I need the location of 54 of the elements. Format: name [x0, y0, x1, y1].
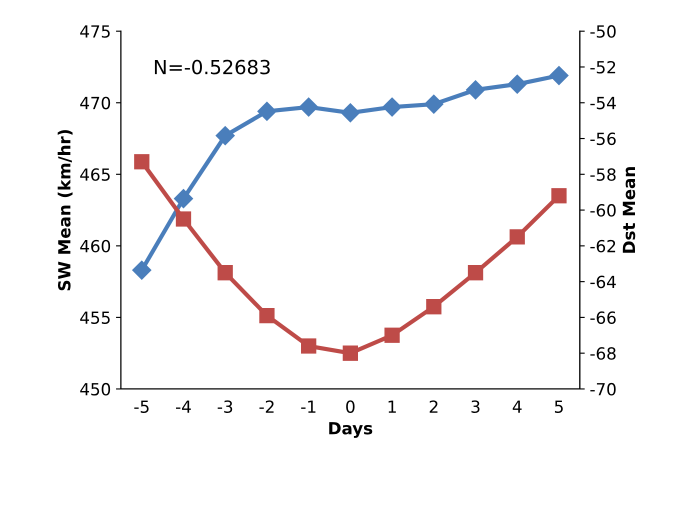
point [468, 265, 484, 280]
point [384, 328, 400, 343]
y2-tick-label: -58 [590, 168, 616, 181]
y2-tick-label: -66 [590, 311, 616, 324]
point [466, 80, 486, 100]
y2-tick-label: -64 [590, 276, 616, 288]
point [299, 98, 318, 117]
annotation: N=-0.52683 [154, 60, 270, 74]
x-tick-label: -2 [259, 400, 274, 413]
y2-tick-label: -52 [590, 60, 616, 74]
y-tick-label: 475 [80, 25, 110, 38]
x-tick-label: 5 [554, 400, 563, 413]
point [134, 154, 150, 170]
y2-tick-label: -70 [590, 382, 616, 396]
point [340, 103, 360, 122]
point [382, 98, 402, 117]
y2-tick-label: -62 [590, 240, 616, 252]
y-tick-label: 470 [80, 96, 110, 110]
point [259, 308, 275, 324]
x-tick-label: -4 [176, 400, 191, 413]
y2-tick-label: -60 [590, 204, 616, 217]
x-tick-label: -3 [218, 400, 232, 413]
point [551, 188, 567, 204]
point [510, 229, 525, 245]
point [216, 126, 235, 146]
y2-tick-label: -68 [590, 347, 616, 360]
y-tick-label: 465 [80, 168, 110, 181]
point [508, 74, 527, 94]
y-tick-label: 460 [80, 240, 110, 252]
x-tick-label: -1 [301, 400, 316, 413]
y2-tick-label: -56 [590, 132, 616, 146]
point [301, 338, 316, 354]
point [549, 66, 568, 86]
point [257, 102, 276, 121]
x-tick-label: 2 [430, 400, 438, 413]
point [426, 299, 442, 314]
point [424, 94, 444, 114]
point [176, 211, 192, 227]
point [132, 260, 152, 280]
y2-axis-title: Dst Mean [622, 167, 636, 253]
x-tick-label: 3 [472, 400, 480, 413]
y-tick-label: 450 [80, 382, 110, 396]
x-tick-label: -5 [134, 400, 149, 413]
y-axis-title: SW Mean (km/hr) [58, 130, 73, 290]
x-tick-label: 1 [388, 400, 396, 413]
point [342, 346, 358, 361]
point [218, 265, 233, 280]
point [174, 189, 194, 208]
y-tick-label: 455 [80, 312, 110, 324]
y2-tick-label: -50 [590, 25, 616, 38]
x-axis-title: Days [329, 422, 372, 438]
x-tick-label: 0 [346, 400, 355, 413]
y2-tick-label: -54 [590, 96, 616, 110]
x-tick-label: 4 [512, 400, 522, 413]
